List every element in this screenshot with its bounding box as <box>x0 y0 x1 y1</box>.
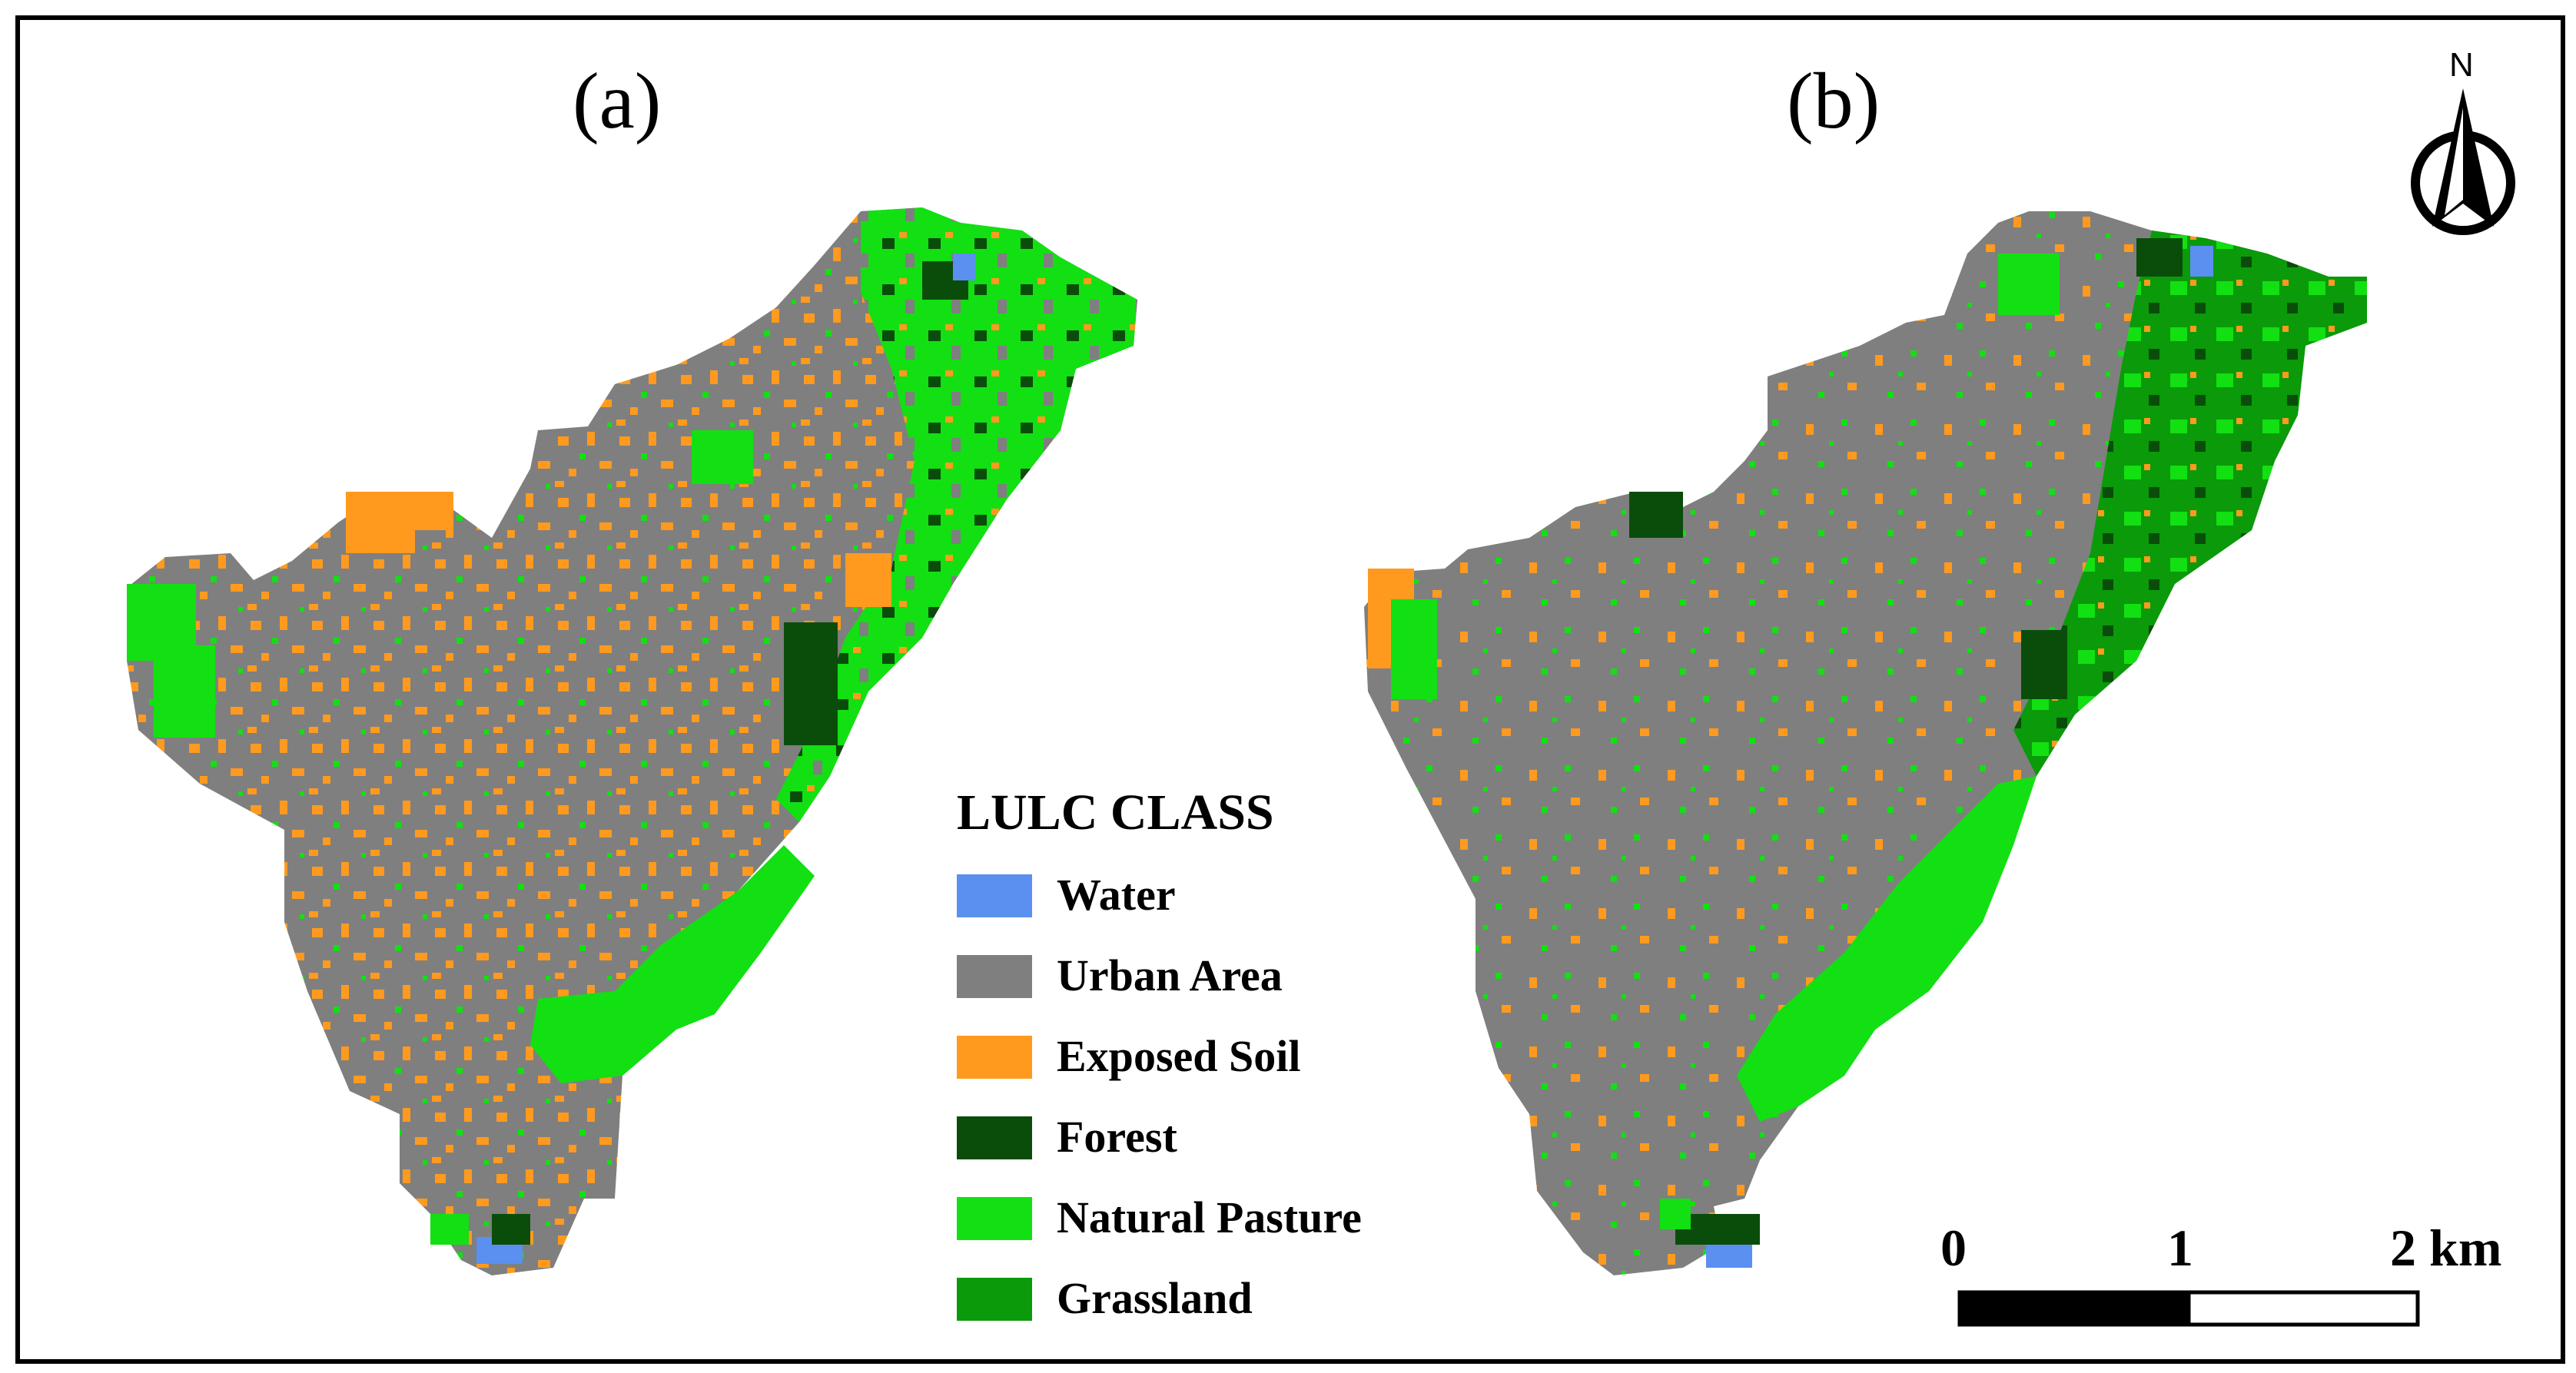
legend-label-natural-pasture: Natural Pasture <box>1057 1192 1362 1242</box>
legend-item-natural-pasture: Natural Pasture <box>957 1191 1495 1245</box>
legend-title: LULC CLASS <box>957 784 1274 841</box>
scale-tick-2: 2 km <box>2390 1219 2502 1277</box>
legend-label-urban-area: Urban Area <box>1057 950 1283 1000</box>
legend-swatch-exposed-soil <box>957 1036 1032 1079</box>
region-outline-a <box>127 207 1137 1275</box>
legend-item-forest: Forest <box>957 1110 1495 1164</box>
scale-tick-1: 1 <box>2167 1219 2193 1277</box>
legend-swatch-water <box>957 874 1032 917</box>
map-panel-b <box>1364 211 2367 1275</box>
legend-label-forest: Forest <box>1057 1112 1177 1162</box>
legend-item-water: Water <box>957 868 1495 922</box>
legend-item-grassland: Grassland <box>957 1272 1495 1325</box>
legend: LULC CLASS Water Urban Area Exposed Soil… <box>957 784 1495 1352</box>
legend-swatch-natural-pasture <box>957 1197 1032 1240</box>
legend-label-grassland: Grassland <box>1057 1273 1253 1323</box>
scale-tick-0: 0 <box>1940 1219 1967 1277</box>
legend-swatch-urban-area <box>957 955 1032 998</box>
north-arrow-icon: N <box>2409 46 2517 246</box>
map-panel-a <box>127 207 1137 1275</box>
legend-swatch-grassland <box>957 1278 1032 1321</box>
legend-item-exposed-soil: Exposed Soil <box>957 1030 1495 1083</box>
legend-item-urban-area: Urban Area <box>957 949 1495 1003</box>
north-letter: N <box>2449 46 2474 84</box>
legend-label-water: Water <box>1057 870 1176 920</box>
scale-bar: 0 1 2 km <box>1883 1222 2559 1345</box>
scale-segment-light <box>2186 1290 2420 1327</box>
legend-label-exposed-soil: Exposed Soil <box>1057 1031 1301 1081</box>
scale-segment-dark <box>1960 1292 2189 1325</box>
panel-label-b: (b) <box>1787 57 1881 145</box>
legend-swatch-forest <box>957 1116 1032 1159</box>
panel-label-a: (a) <box>573 57 662 145</box>
